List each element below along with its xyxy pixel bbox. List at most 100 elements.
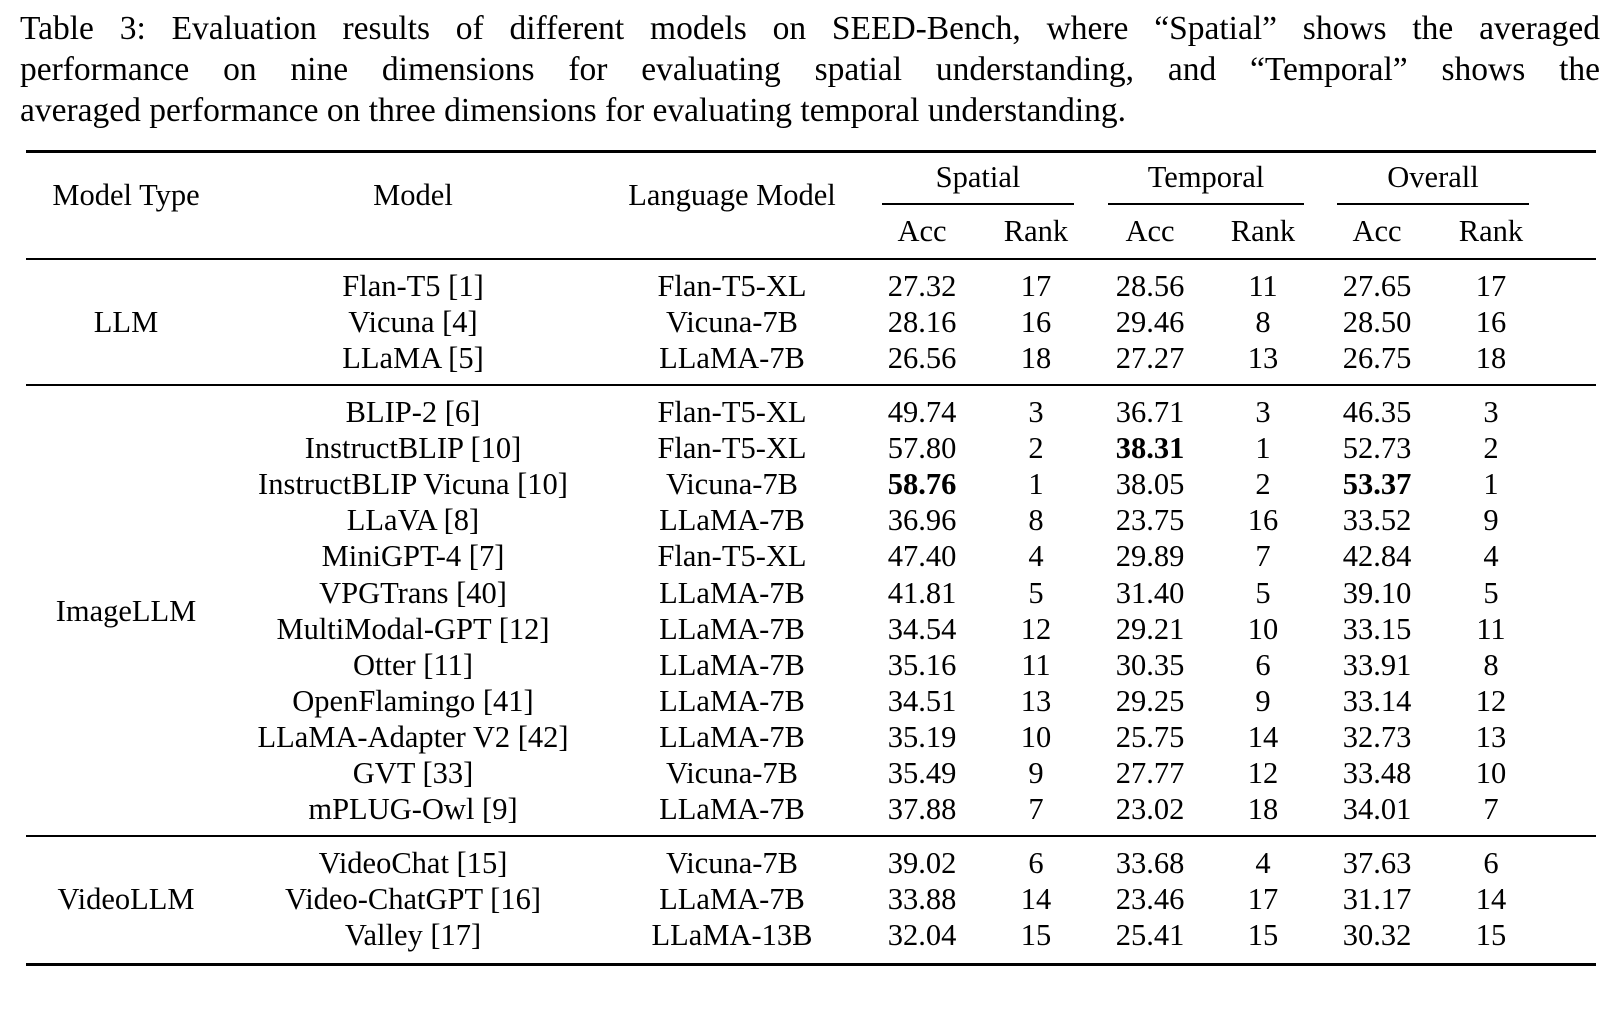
table-cell-model: Otter [11] <box>353 647 473 682</box>
group-label: VideoLLM <box>57 882 195 917</box>
table-cell-t-rank: 6 <box>1255 647 1271 682</box>
table-cell-t-rank: 11 <box>1248 269 1278 303</box>
table-cell-s-acc: 37.88 <box>887 792 957 827</box>
table-cell-t-acc: 23.02 <box>1115 792 1185 827</box>
table-cell-t-acc: 25.41 <box>1115 918 1185 953</box>
table-cell-t-rank: 7 <box>1255 539 1271 574</box>
table-cell-t-acc: 38.31 <box>1115 431 1185 466</box>
group-separator-rule <box>26 835 1596 837</box>
table-cell-s-rank: 6 <box>1028 846 1044 880</box>
table-cell-o-acc: 33.91 <box>1342 647 1412 682</box>
table-cell-o-rank: 6 <box>1483 846 1499 880</box>
header-model: Model <box>373 178 453 212</box>
caption-line: Table 3: Evaluation results of different… <box>20 10 1600 47</box>
table-cell-model: mPLUG-Owl [9] <box>308 792 518 827</box>
table-cell-o-rank: 14 <box>1475 882 1507 917</box>
table-cell-t-acc: 29.25 <box>1115 683 1185 718</box>
table-cell-s-rank: 1 <box>1028 467 1044 502</box>
table-cell-o-acc: 27.65 <box>1342 269 1412 303</box>
table-cell-lm: Flan-T5-XL <box>657 269 807 303</box>
header-overall-acc: Acc <box>1352 214 1402 248</box>
table-cell-t-rank: 12 <box>1247 756 1279 790</box>
table-cell-model: VPGTrans [40] <box>319 575 507 610</box>
table-cell-t-rank: 3 <box>1255 395 1271 429</box>
table-cell-lm: Vicuna-7B <box>666 467 798 502</box>
table-cell-t-rank: 16 <box>1247 503 1279 538</box>
table-cell-t-rank: 10 <box>1247 611 1279 646</box>
table-cell-t-rank: 9 <box>1255 683 1271 718</box>
table-bottom-rule <box>26 963 1596 966</box>
table-cell-lm: LLaMA-7B <box>659 683 805 718</box>
table-cell-lm: LLaMA-7B <box>659 882 805 917</box>
table-cell-o-rank: 18 <box>1475 341 1507 376</box>
table-cell-model: OpenFlamingo [41] <box>292 683 534 718</box>
table-cell-lm: LLaMA-7B <box>659 792 805 827</box>
table-cell-s-acc: 26.56 <box>887 341 957 376</box>
table-cell-o-rank: 7 <box>1483 792 1499 827</box>
table-cell-s-acc: 47.40 <box>887 539 957 574</box>
table-cell-t-acc: 29.46 <box>1115 305 1185 340</box>
table-cell-o-acc: 33.48 <box>1342 756 1412 790</box>
table-cell-s-acc: 32.04 <box>887 918 957 953</box>
table-cell-o-acc: 52.73 <box>1342 431 1412 466</box>
table-cell-s-acc: 33.88 <box>887 882 957 917</box>
table-cell-o-acc: 26.75 <box>1342 341 1412 376</box>
table-cell-s-acc: 34.51 <box>887 683 957 718</box>
table-cell-o-rank: 3 <box>1483 395 1499 429</box>
table-cell-o-acc: 28.50 <box>1342 305 1412 340</box>
table-cell-o-acc: 33.14 <box>1342 683 1412 718</box>
group-label: ImageLLM <box>55 593 197 628</box>
table-cell-s-rank: 17 <box>1020 269 1052 303</box>
table-cell-o-acc: 32.73 <box>1342 719 1412 754</box>
table-cell-s-acc: 57.80 <box>887 431 957 466</box>
table-cell-s-acc: 34.54 <box>887 611 957 646</box>
table-cell-lm: LLaMA-7B <box>659 611 805 646</box>
table-cell-s-rank: 4 <box>1028 539 1044 574</box>
table-cell-t-acc: 25.75 <box>1115 719 1185 754</box>
header-overall: Overall <box>1387 160 1479 194</box>
table-cell-s-acc: 35.49 <box>887 756 957 790</box>
table-cell-s-rank: 13 <box>1020 683 1052 718</box>
table-cell-t-acc: 23.46 <box>1115 882 1185 917</box>
table-cell-o-rank: 11 <box>1476 611 1506 646</box>
spatial-subrule <box>882 203 1074 205</box>
table-cell-t-rank: 8 <box>1255 305 1271 340</box>
table-cell-t-rank: 14 <box>1247 719 1279 754</box>
group-separator-rule <box>26 384 1596 386</box>
table-cell-lm: LLaMA-7B <box>659 575 805 610</box>
table-cell-o-rank: 9 <box>1483 503 1499 538</box>
table-cell-o-rank: 13 <box>1475 719 1507 754</box>
table-cell-model: InstructBLIP Vicuna [10] <box>258 467 568 502</box>
overall-subrule <box>1337 203 1529 205</box>
table-cell-t-rank: 5 <box>1255 575 1271 610</box>
table-cell-t-rank: 15 <box>1247 918 1279 953</box>
caption-line: performance on nine dimensions for evalu… <box>20 51 1600 88</box>
table-cell-o-acc: 31.17 <box>1342 882 1412 917</box>
table-cell-s-acc: 41.81 <box>887 575 957 610</box>
table-cell-o-acc: 33.52 <box>1342 503 1412 538</box>
table-cell-o-rank: 2 <box>1483 431 1499 466</box>
header-spatial: Spatial <box>935 160 1021 194</box>
table-cell-model: VideoChat [15] <box>318 846 508 880</box>
table-cell-model: MiniGPT-4 [7] <box>321 539 505 574</box>
table-cell-s-rank: 11 <box>1021 647 1051 682</box>
table-cell-model: Vicuna [4] <box>348 305 478 340</box>
table-top-rule <box>26 150 1596 153</box>
table-cell-lm: LLaMA-7B <box>659 719 805 754</box>
table-cell-t-acc: 28.56 <box>1115 269 1185 303</box>
table-cell-t-rank: 17 <box>1247 882 1279 917</box>
table-cell-s-rank: 12 <box>1020 611 1052 646</box>
header-overall-rank: Rank <box>1458 214 1524 248</box>
table-cell-s-rank: 2 <box>1028 431 1044 466</box>
table-cell-o-rank: 15 <box>1475 918 1507 953</box>
table-cell-s-acc: 28.16 <box>887 305 957 340</box>
table-cell-s-rank: 8 <box>1028 503 1044 538</box>
table-cell-model: LLaMA [5] <box>342 341 484 376</box>
table-cell-s-rank: 16 <box>1020 305 1052 340</box>
table-cell-o-rank: 5 <box>1483 575 1499 610</box>
table-cell-model: MultiModal-GPT [12] <box>276 611 550 646</box>
table-cell-t-rank: 2 <box>1255 467 1271 502</box>
table-cell-lm: Vicuna-7B <box>666 846 798 880</box>
table-cell-s-acc: 27.32 <box>887 269 957 303</box>
header-spatial-acc: Acc <box>897 214 947 248</box>
